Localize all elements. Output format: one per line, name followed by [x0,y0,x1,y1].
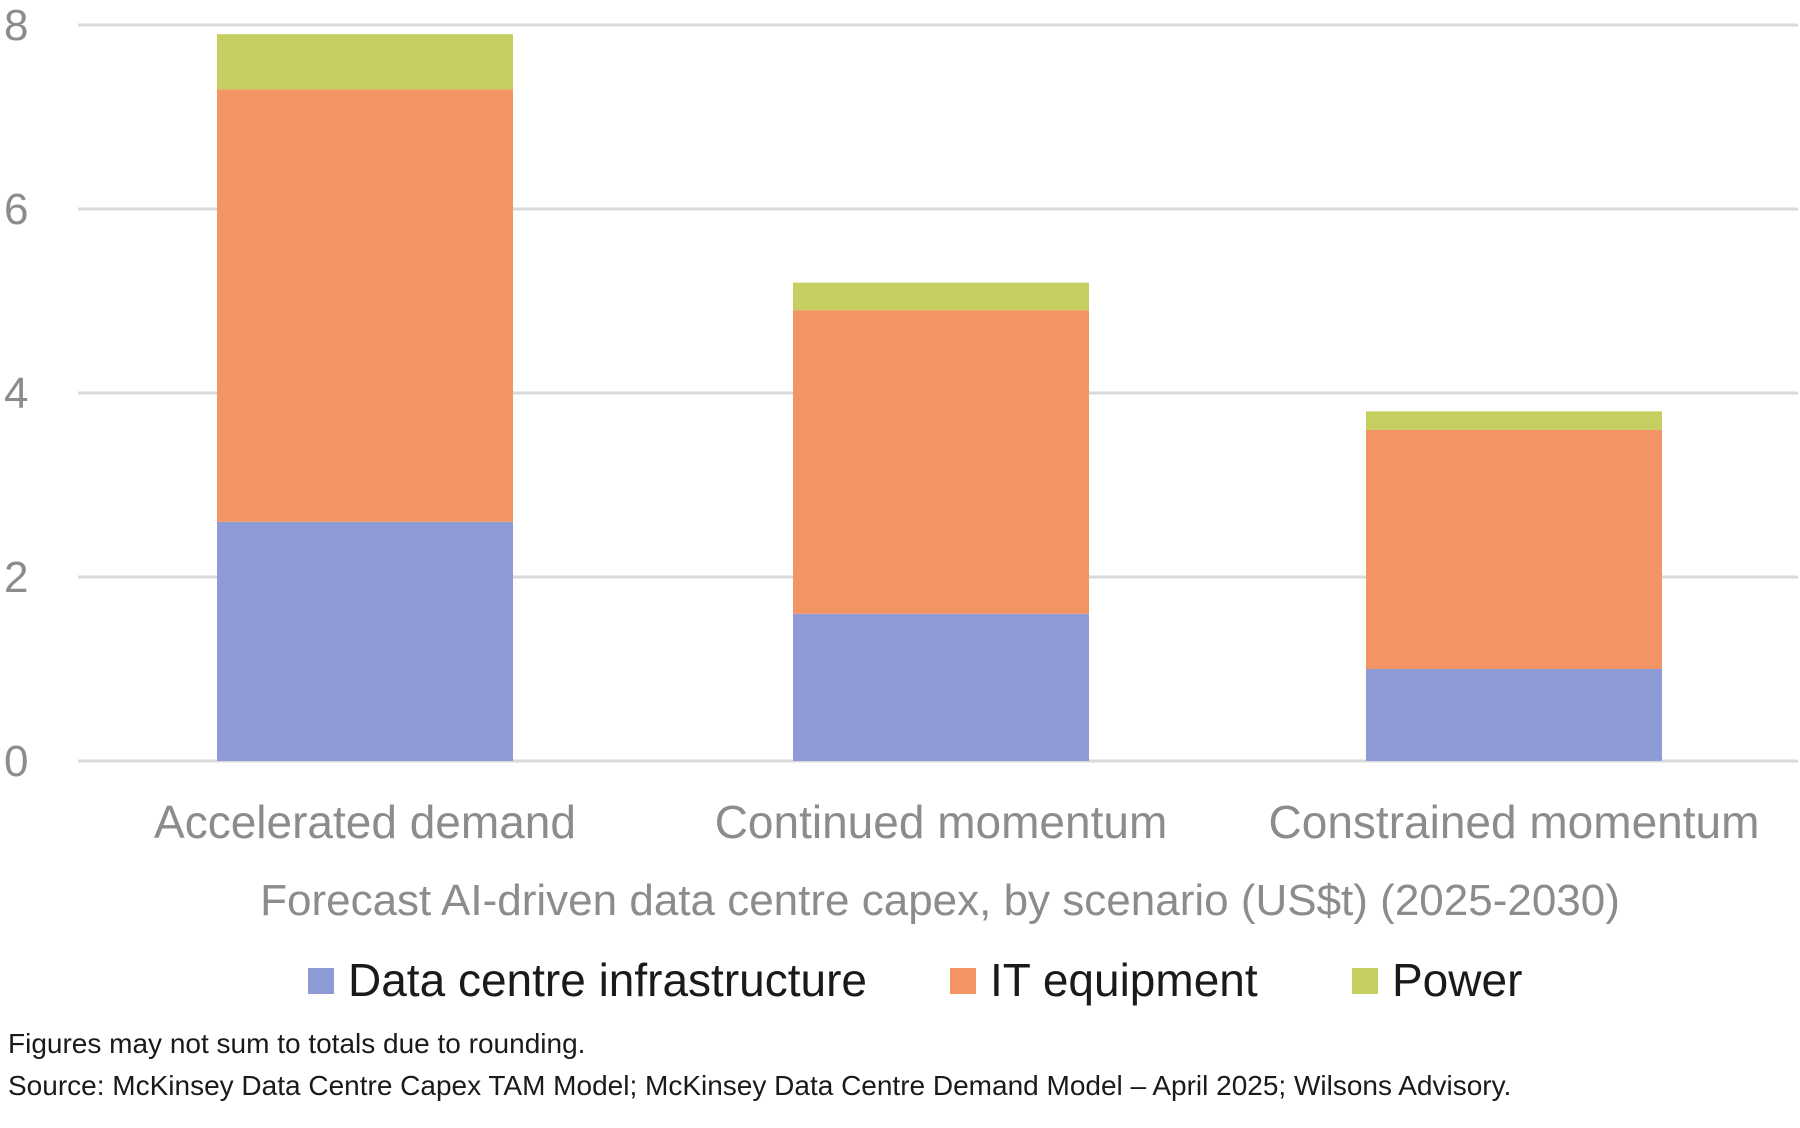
legend-label: Data centre infrastructure [348,954,867,1006]
x-category-label: Continued momentum [715,796,1168,848]
legend: Data centre infrastructure IT equipment Po… [308,954,1522,1006]
bar-segment-it-equipment-2 [1366,429,1662,669]
y-tick-label: 6 [4,185,28,234]
bar-segment-power-1 [793,282,1089,311]
bar-segment-power-0 [217,34,513,90]
bar-segment-it-equipment-1 [793,310,1089,614]
y-tick-label: 8 [4,1,28,50]
source-note: Source: McKinsey Data Centre Capex TAM M… [8,1070,1512,1101]
legend-swatch [1352,968,1378,994]
x-axis-title: Forecast AI-driven data centre capex, by… [260,876,1620,925]
y-tick-label: 4 [4,369,28,418]
bar-segment-power-2 [1366,411,1662,430]
legend-label: IT equipment [990,954,1258,1006]
bar-segment-data-centre-infrastructure-1 [793,613,1089,761]
rounding-note: Figures may not sum to totals due to rou… [8,1028,586,1059]
legend-label: Power [1392,954,1522,1006]
y-tick-label: 0 [4,737,28,786]
y-axis-ticks: 0 2 4 6 8 [4,1,28,786]
x-category-label: Accelerated demand [154,796,576,848]
bars [217,34,1662,761]
bar-segment-it-equipment-0 [217,89,513,522]
legend-swatch [308,968,334,994]
category-labels: Accelerated demand Continued momentum Cons… [154,796,1759,848]
bar-segment-data-centre-infrastructure-0 [217,521,513,761]
bar-segment-data-centre-infrastructure-2 [1366,669,1662,761]
x-category-label: Constrained momentum [1269,796,1760,848]
y-tick-label: 2 [4,553,28,602]
legend-swatch [950,968,976,994]
